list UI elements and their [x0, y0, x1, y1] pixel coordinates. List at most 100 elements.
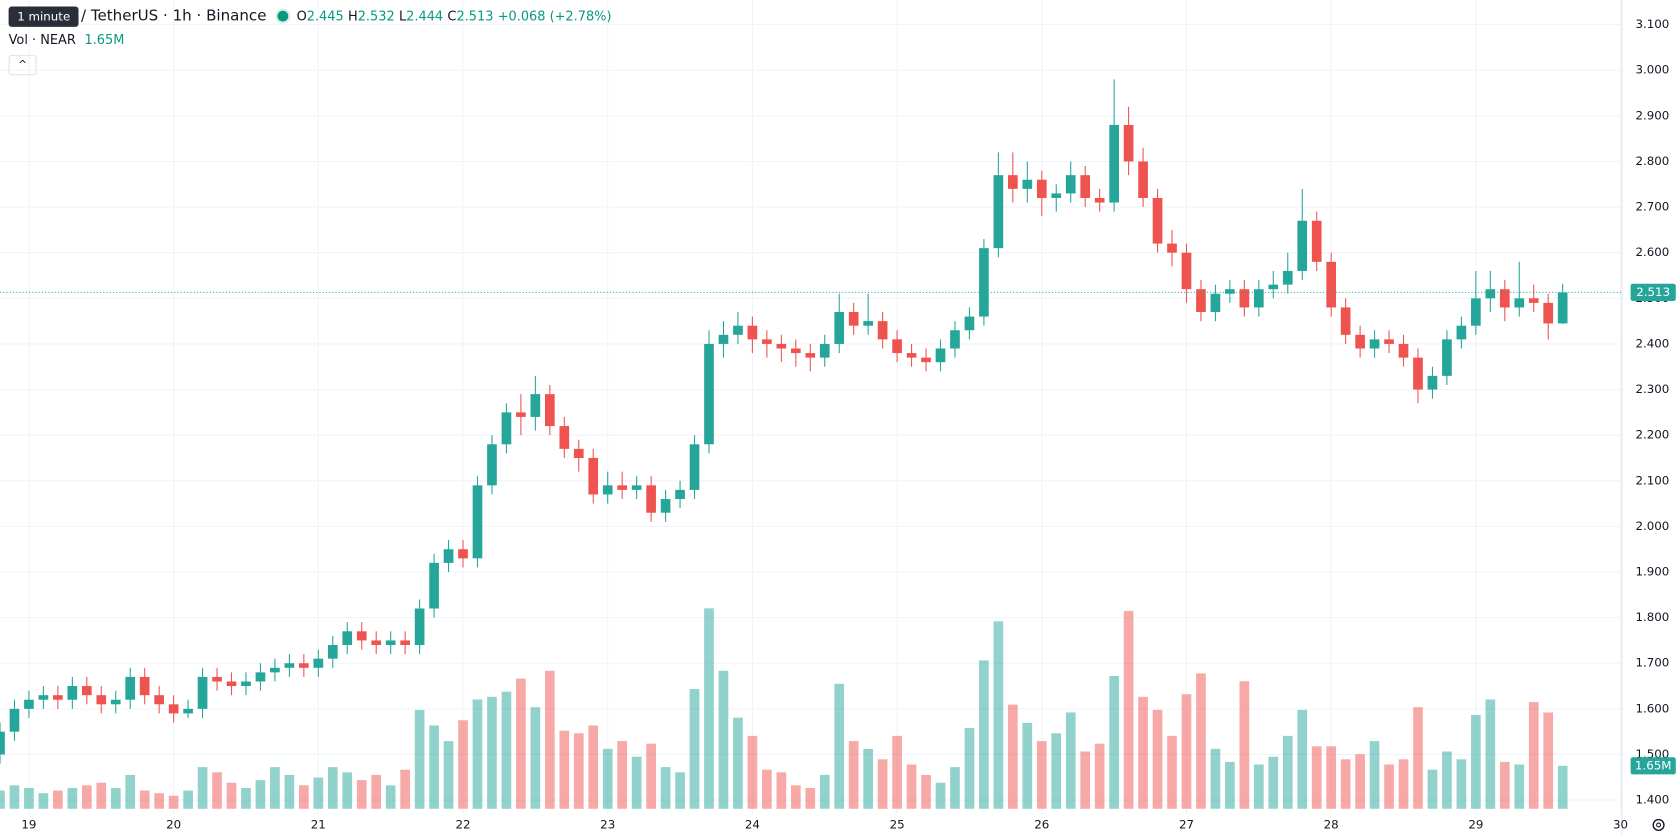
x-tick-label: 20 — [166, 817, 181, 831]
volume-bar — [790, 785, 801, 809]
candle-body — [660, 499, 671, 513]
candle-body — [993, 175, 1004, 249]
candle-body — [516, 412, 526, 417]
volume-bar — [1239, 681, 1250, 809]
volume-bar — [689, 689, 700, 809]
volume-bar — [631, 756, 642, 809]
volume-bar — [183, 790, 193, 809]
collapse-button[interactable]: ^ — [8, 54, 37, 76]
candle-body — [284, 663, 295, 668]
candle-body — [53, 695, 63, 700]
candle-body — [1384, 339, 1394, 344]
candle-body — [429, 562, 439, 609]
candle-body — [762, 339, 772, 344]
y-tick-label: 1.600 — [1635, 701, 1669, 715]
volume-bar — [472, 699, 483, 809]
candle-body — [356, 631, 367, 641]
candle-body — [718, 334, 729, 344]
volume-bar — [299, 785, 309, 809]
candle-body — [790, 348, 801, 354]
volume-bar — [1268, 756, 1279, 809]
candle-body — [747, 325, 758, 340]
candle-body — [1225, 289, 1235, 294]
volume-bar — [1413, 707, 1423, 809]
volume-bar — [921, 774, 931, 809]
volume-bar — [733, 717, 743, 809]
volume-bar — [356, 780, 367, 809]
volume-bar — [559, 730, 570, 809]
y-tick-label: 1.700 — [1635, 656, 1669, 670]
volume-bar — [1138, 696, 1148, 809]
candle-body — [1557, 292, 1568, 324]
open-value: 2.445 — [306, 8, 344, 24]
volume-bar — [646, 743, 656, 809]
volume-bar — [1051, 733, 1062, 809]
volume-bar — [704, 608, 714, 809]
volume-bar — [834, 683, 845, 809]
candle-body — [1022, 179, 1033, 189]
x-tick-label: 30 — [1613, 817, 1628, 831]
y-tick-label: 2.300 — [1635, 382, 1669, 396]
volume-bar — [892, 735, 902, 809]
candle-body — [1369, 339, 1380, 349]
candle-body — [906, 353, 917, 358]
y-tick-label: 1.400 — [1635, 793, 1669, 807]
volume-bar — [1528, 702, 1539, 809]
volume-bar — [935, 782, 946, 809]
candle-body — [544, 394, 555, 427]
candle-body — [631, 485, 642, 490]
x-tick-label: 22 — [455, 817, 470, 831]
volume-bar — [1384, 764, 1394, 809]
volume-bar — [1456, 759, 1467, 809]
symbol-title[interactable]: / TetherUS · 1h · Binance — [80, 7, 267, 25]
candle-body — [733, 325, 743, 335]
volume-bar — [1326, 746, 1337, 809]
volume-bar — [964, 728, 975, 809]
candle-body — [81, 686, 92, 696]
volume-bar — [1065, 712, 1076, 809]
candle-body — [255, 672, 266, 682]
volume-bar — [1297, 709, 1308, 809]
candle-body — [139, 676, 150, 696]
y-tick-label: 3.000 — [1635, 63, 1669, 77]
candle-body — [1181, 252, 1192, 290]
candle-body — [443, 549, 454, 563]
candle-body — [125, 676, 136, 700]
candle-body — [1355, 334, 1365, 349]
volume-bar — [747, 735, 758, 809]
volume-bar — [805, 787, 816, 809]
volume-bar — [1485, 699, 1496, 809]
volume-bar — [371, 774, 382, 809]
volume-bar — [139, 790, 150, 809]
candle-body — [1442, 339, 1452, 376]
volume-bar — [1311, 746, 1322, 809]
volume-name: Vol · NEAR — [8, 32, 76, 48]
candle-body — [9, 708, 20, 732]
volume-bar — [1036, 741, 1047, 809]
candle-body — [487, 444, 497, 486]
volume-bar — [284, 774, 295, 809]
volume-bar — [1253, 764, 1264, 809]
volume-bar — [1369, 741, 1380, 809]
volume-bar — [125, 774, 136, 809]
volume-bar — [154, 793, 165, 809]
volume-bar — [400, 769, 410, 809]
candle-body — [414, 608, 425, 645]
volume-bar — [414, 709, 425, 809]
candle-body — [834, 312, 845, 344]
candle-body — [964, 316, 975, 331]
volume-bar — [1196, 673, 1206, 809]
tooltip: 1 minute — [8, 5, 79, 27]
volume-bar — [544, 670, 555, 809]
volume-bar — [1427, 769, 1438, 809]
volume-bar — [168, 795, 179, 809]
candle-body — [1210, 293, 1221, 313]
settings-icon[interactable] — [1652, 818, 1665, 832]
volume-bar — [1442, 751, 1452, 809]
candle-body — [38, 695, 49, 700]
volume-bar — [660, 767, 671, 809]
volume-bar — [1008, 704, 1018, 809]
candle-body — [1239, 289, 1250, 308]
volume-bar — [993, 621, 1004, 809]
